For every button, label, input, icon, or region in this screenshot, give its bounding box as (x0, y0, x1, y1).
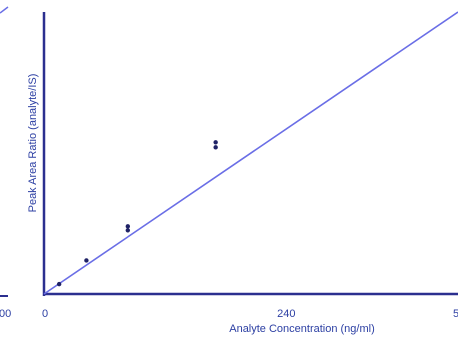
data-point (213, 145, 218, 150)
x-tick-labels: 0 240 5 (42, 308, 458, 320)
data-point (125, 228, 131, 233)
adjacent-panel-fragment: 00 (0, 6, 11, 320)
axes (42, 12, 458, 296)
x-tick-label: 0 (42, 308, 48, 320)
x-axis-title: Analyte Concentration (ng/ml) (229, 323, 375, 335)
data-points (56, 140, 218, 287)
data-point (84, 258, 89, 263)
data-point (56, 281, 62, 287)
x-tick-label: 5 (453, 308, 458, 320)
y-axis-title: Peak Area Ratio (analyte/IS) (27, 74, 39, 213)
regression-line (43, 11, 458, 295)
x-tick-label: 240 (277, 308, 295, 320)
adjacent-panel-tick-label: 00 (0, 308, 11, 320)
data-point (213, 140, 218, 145)
data-point (125, 224, 131, 229)
adjacent-panel-fit-line (0, 6, 9, 14)
